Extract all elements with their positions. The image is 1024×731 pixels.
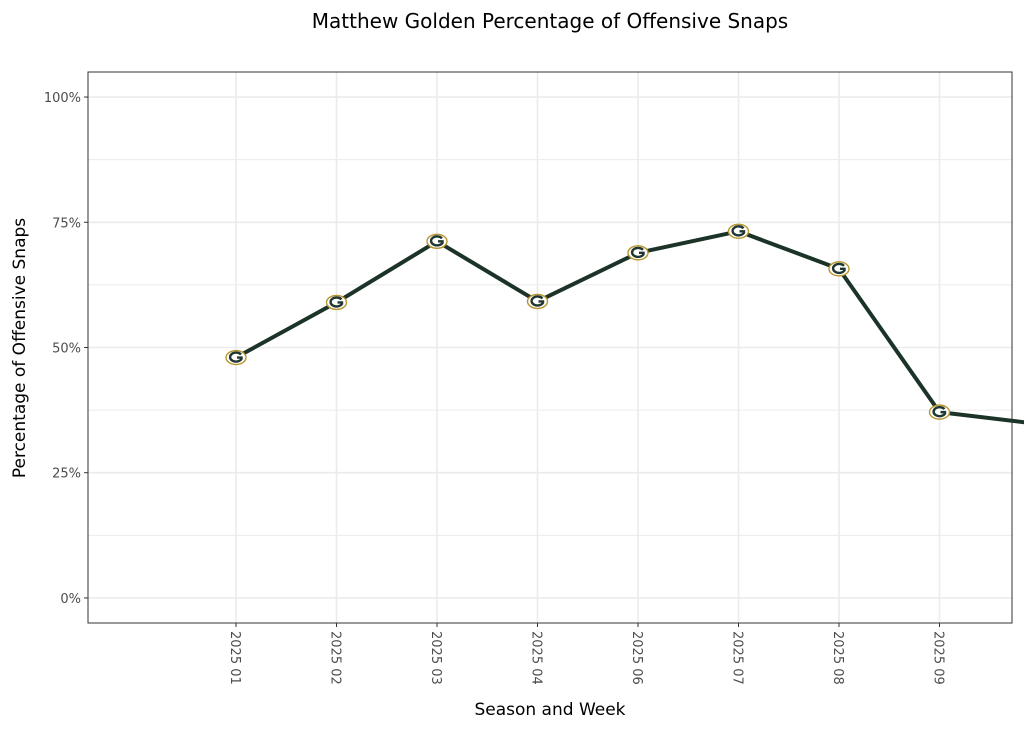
g-logo-icon: [228, 351, 243, 363]
series-line-path: [235, 229, 1024, 425]
x-axis: 2025 01 2025 02 2025 03 2025 04 2025 06 2025 …: [227, 623, 946, 685]
x-tick-label: 2025 06: [629, 631, 644, 685]
x-tick-label: 2025 02: [328, 631, 343, 685]
y-tick-label: 0%: [60, 592, 81, 607]
x-axis-label: Season and Week: [474, 700, 625, 720]
chart-title: Matthew Golden Percentage of Offensive S…: [312, 9, 788, 33]
data-point: [526, 293, 549, 310]
data-point: [325, 294, 348, 311]
g-logo-icon: [530, 295, 545, 307]
y-tick-label: 100%: [44, 91, 81, 106]
g-logo-icon: [831, 262, 846, 275]
g-logo-icon: [731, 225, 746, 237]
data-point: [828, 261, 850, 277]
g-logo-icon: [630, 246, 645, 259]
data-points: [225, 223, 951, 420]
y-tick-label: 75%: [52, 216, 81, 231]
y-tick-label: 25%: [52, 467, 81, 482]
data-point: [426, 233, 448, 250]
x-tick-label: 2025 08: [830, 631, 845, 685]
grid: [88, 72, 1012, 623]
x-tick-label: 2025 03: [428, 631, 443, 685]
series-line: [235, 229, 1024, 425]
y-axis-label: Percentage of Offensive Snaps: [10, 218, 30, 478]
x-tick-label: 2025 09: [931, 631, 946, 685]
y-tick-label: 50%: [52, 342, 81, 357]
data-point: [928, 404, 951, 420]
g-logo-icon: [932, 405, 947, 418]
g-logo-icon: [329, 296, 344, 308]
data-point: [627, 245, 649, 261]
y-axis: 0% 25% 50% 75% 100%: [44, 91, 88, 607]
data-point: [727, 223, 750, 239]
x-tick-label: 2025 01: [227, 631, 242, 685]
x-tick-label: 2025 07: [730, 631, 745, 685]
x-tick-label: 2025 04: [529, 631, 544, 685]
data-point: [225, 349, 247, 366]
g-logo-icon: [429, 235, 444, 247]
